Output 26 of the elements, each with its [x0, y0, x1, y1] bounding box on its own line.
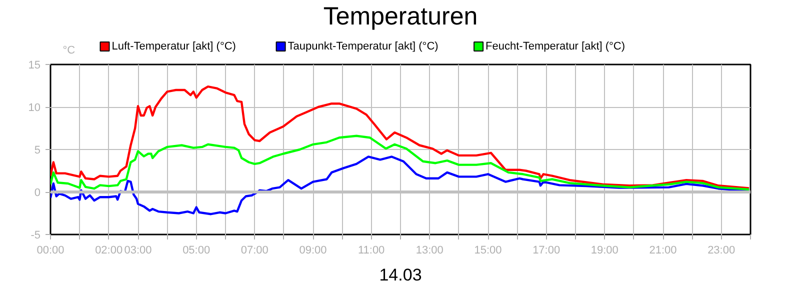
line-series	[50, 86, 750, 190]
x-tick-label: 13:00	[416, 244, 444, 256]
y-tick-label: 10	[28, 102, 41, 114]
x-tick-label: 03:00	[124, 244, 152, 256]
x-tick-label: 23:00	[708, 244, 736, 256]
x-tick-label: 19:00	[590, 244, 618, 256]
y-axis-title: °C	[62, 44, 76, 56]
x-tick-label: 17:00	[532, 244, 560, 256]
x-tick-label: 11:00	[358, 244, 385, 256]
y-tick-label: 0	[34, 187, 41, 199]
y-tick-label: 5	[34, 144, 41, 156]
x-axis-title: 14.03	[379, 266, 422, 284]
x-tick-label: 21:00	[649, 244, 677, 256]
y-tick-label: 15	[28, 60, 41, 72]
legend-label: Taupunkt-Temperatur [akt] (°C)	[288, 40, 438, 52]
x-tick-label: 07:00	[240, 244, 268, 256]
legend-label: Luft-Temperatur [akt] (°C)	[112, 40, 236, 52]
x-tick-label: 00:00	[36, 244, 64, 256]
x-tick-label: 05:00	[182, 244, 210, 256]
legend-label: Feucht-Temperatur [akt] (°C)	[486, 40, 626, 52]
x-tick-label: 02:00	[95, 244, 123, 256]
x-tick-label: 15:00	[474, 244, 502, 256]
chart-title: Temperaturen	[323, 2, 478, 30]
x-tick-label: 09:00	[299, 244, 327, 256]
y-tick-label: -5	[30, 230, 40, 242]
line-series	[50, 134, 750, 191]
